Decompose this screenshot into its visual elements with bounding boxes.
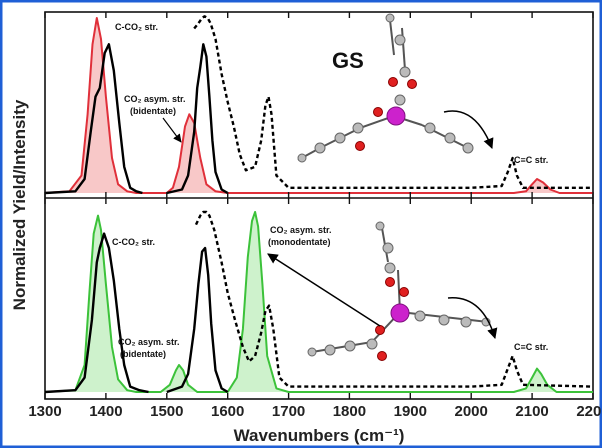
molecule-bottom [307,221,498,361]
monodentate-arrow [267,253,381,327]
top-series-2-dashed [193,15,593,190]
x-tick-label: 1400 [89,403,122,420]
annotation-co2-asym-bottom: CO₂ asym. str. [118,337,180,347]
annotation-cc-top: C≡C str. [514,155,548,165]
bidentate-arrow-top [162,117,182,143]
metal-center-top [386,106,406,126]
x-tick-label: 1500 [150,403,183,420]
annotation-c-co2-bottom: C-CO₂ str. [112,237,155,247]
top-series-3-line [166,43,229,195]
annotation-co2-asym-mono: CO₂ asym. str. [270,225,332,235]
top-series-0-outline [44,17,593,194]
x-tick-label: 2200 [576,403,602,420]
x-tick-label: 1900 [394,403,427,420]
gs-label: GS [332,48,364,73]
bottom-series-0-fill [45,212,593,392]
annotation-bidentate-bottom: (bidentate) [120,349,166,359]
plot-frame [44,11,594,400]
x-tick-label: 1600 [211,403,244,420]
annotation-cc-bottom: C≡C str. [514,342,548,352]
x-tick-label: 1800 [333,403,366,420]
top-series-1-line [44,43,143,195]
bottom-series-1-line [44,232,149,394]
top-panel-series [44,15,593,195]
x-axis-ticks: 1300 1400 1500 1600 1700 1800 1900 2000 2100 2200 [28,12,602,420]
molecule-gs [297,13,494,163]
annotation-c-co2-top: C-CO₂ str. [115,22,158,32]
x-axis-title: Wavenumbers (cm⁻¹) [234,426,405,445]
bottom-panel-series [44,210,594,394]
metal-center-bottom [390,303,410,323]
x-tick-label: 2100 [515,403,548,420]
y-axis-title: Normalized Yield/Intensity [10,99,29,310]
x-tick-label: 2000 [455,403,488,420]
annotation-bidentate-top: (bidentate) [130,106,176,116]
annotation-monodentate: (monodentate) [268,237,331,247]
x-tick-label: 1300 [28,403,61,420]
annotation-co2-asym-top: CO₂ asym. str. [124,94,186,104]
bottom-series-3-line [166,246,229,394]
x-tick-label: 1700 [272,403,305,420]
